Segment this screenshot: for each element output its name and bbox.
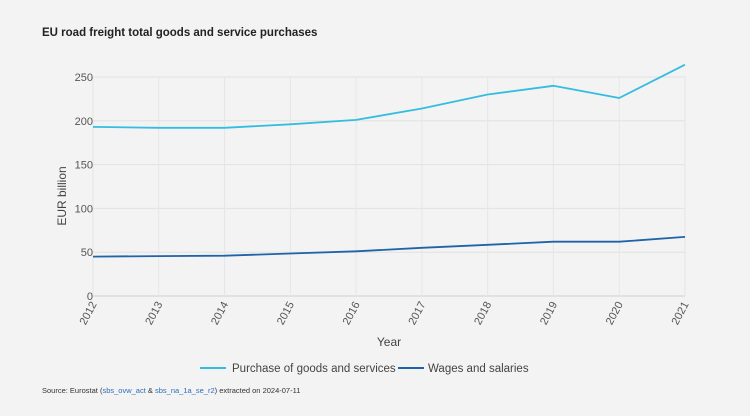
series-line-1 xyxy=(92,63,686,129)
source-prefix: Source: Eurostat ( xyxy=(42,386,103,395)
y-tick-label-50: 50 xyxy=(81,247,93,259)
y-tick-label-0: 0 xyxy=(87,291,93,303)
source-link-sbs-na[interactable]: sbs_na_1a_se_r2 xyxy=(154,386,215,395)
source-suffix: ) extracted on 2024-07-11 xyxy=(214,386,301,395)
source-link-sbs-ovw-act[interactable]: sbs_ovw_act xyxy=(102,386,146,395)
source-note: Source: Eurostat (sbs_ovw_act & sbs_na_1… xyxy=(42,386,300,395)
y-tick-label-150: 150 xyxy=(75,160,93,172)
series-line-2 xyxy=(92,236,686,258)
x-tick-label-2021: 2021 xyxy=(670,300,692,327)
x-tick-label-2017: 2017 xyxy=(406,300,428,327)
legend-label-2: Wages and salaries xyxy=(428,363,529,375)
y-tick-label-250: 250 xyxy=(75,72,93,84)
chart-title: EU road freight total goods and service … xyxy=(42,27,318,39)
x-tick-label-2015: 2015 xyxy=(275,300,297,327)
gridlines xyxy=(92,76,686,297)
x-tick-label-2016: 2016 xyxy=(341,300,363,327)
x-tick-label-2020: 2020 xyxy=(604,300,626,327)
source-amp: & xyxy=(145,386,155,395)
x-axis-ticks: 2012 2013 2014 2015 2016 2017 2018 2019 2020 2021 xyxy=(78,300,692,327)
y-axis-ticks: 0 50 100 150 200 250 xyxy=(75,72,93,303)
x-tick-label-2013: 2013 xyxy=(143,300,165,327)
x-tick-label-2018: 2018 xyxy=(472,300,494,327)
y-axis-label: EUR billion xyxy=(55,166,69,225)
x-tick-label-2019: 2019 xyxy=(538,300,560,327)
y-tick-label-200: 200 xyxy=(75,116,93,128)
x-tick-label-2012: 2012 xyxy=(78,300,100,327)
legend: Purchase of goods and services Wages and … xyxy=(200,363,529,375)
legend-label-1: Purchase of goods and services xyxy=(232,363,396,375)
series-lines xyxy=(92,63,686,258)
y-tick-label-100: 100 xyxy=(75,203,93,215)
x-axis-label: Year xyxy=(377,335,401,349)
x-tick-label-2014: 2014 xyxy=(209,300,231,327)
